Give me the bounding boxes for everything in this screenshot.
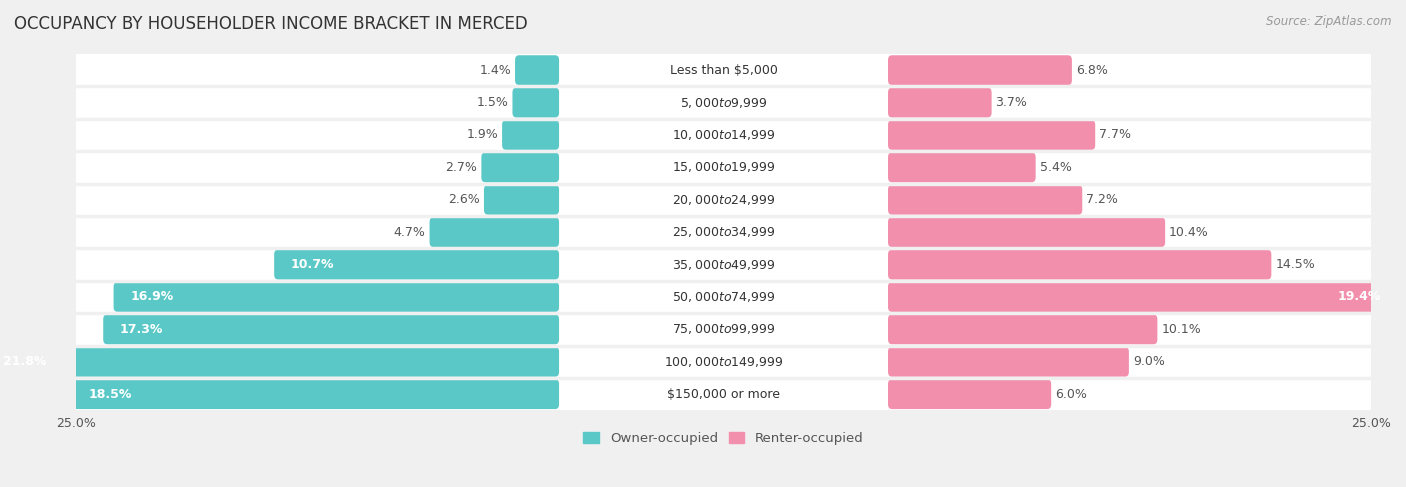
Text: 10.7%: 10.7% <box>291 258 335 271</box>
Text: $100,000 to $149,999: $100,000 to $149,999 <box>664 355 783 369</box>
FancyBboxPatch shape <box>515 55 560 85</box>
Text: OCCUPANCY BY HOUSEHOLDER INCOME BRACKET IN MERCED: OCCUPANCY BY HOUSEHOLDER INCOME BRACKET … <box>14 15 527 33</box>
FancyBboxPatch shape <box>76 151 1371 184</box>
FancyBboxPatch shape <box>889 347 1129 376</box>
Text: 1.5%: 1.5% <box>477 96 509 109</box>
FancyBboxPatch shape <box>889 315 1157 344</box>
Text: Source: ZipAtlas.com: Source: ZipAtlas.com <box>1267 15 1392 28</box>
FancyBboxPatch shape <box>76 346 1371 378</box>
FancyBboxPatch shape <box>76 54 1371 86</box>
FancyBboxPatch shape <box>484 185 560 215</box>
FancyBboxPatch shape <box>481 152 560 182</box>
FancyBboxPatch shape <box>889 152 1036 182</box>
FancyBboxPatch shape <box>114 282 560 312</box>
Text: 9.0%: 9.0% <box>1133 356 1164 368</box>
Text: $15,000 to $19,999: $15,000 to $19,999 <box>672 160 775 174</box>
Text: 10.4%: 10.4% <box>1168 225 1209 239</box>
FancyBboxPatch shape <box>889 120 1095 150</box>
Text: 21.8%: 21.8% <box>3 356 46 368</box>
Text: 2.7%: 2.7% <box>446 161 478 174</box>
FancyBboxPatch shape <box>889 217 1166 247</box>
FancyBboxPatch shape <box>76 216 1371 248</box>
Text: $150,000 or more: $150,000 or more <box>666 388 780 401</box>
FancyBboxPatch shape <box>0 347 560 376</box>
FancyBboxPatch shape <box>274 250 560 280</box>
FancyBboxPatch shape <box>889 185 1083 215</box>
FancyBboxPatch shape <box>512 88 560 117</box>
Text: $35,000 to $49,999: $35,000 to $49,999 <box>672 258 775 272</box>
Text: 6.8%: 6.8% <box>1076 64 1108 76</box>
FancyBboxPatch shape <box>76 86 1371 119</box>
Text: 18.5%: 18.5% <box>89 388 132 401</box>
Text: $50,000 to $74,999: $50,000 to $74,999 <box>672 290 775 304</box>
Text: 1.9%: 1.9% <box>467 129 498 141</box>
Text: 4.7%: 4.7% <box>394 225 426 239</box>
Text: $25,000 to $34,999: $25,000 to $34,999 <box>672 225 775 239</box>
FancyBboxPatch shape <box>72 379 560 409</box>
FancyBboxPatch shape <box>76 184 1371 216</box>
FancyBboxPatch shape <box>889 250 1271 280</box>
Text: 5.4%: 5.4% <box>1039 161 1071 174</box>
Text: $75,000 to $99,999: $75,000 to $99,999 <box>672 322 775 337</box>
FancyBboxPatch shape <box>502 120 560 150</box>
FancyBboxPatch shape <box>889 379 1052 409</box>
Text: 10.1%: 10.1% <box>1161 323 1201 336</box>
Text: 3.7%: 3.7% <box>995 96 1028 109</box>
FancyBboxPatch shape <box>889 88 991 117</box>
Text: $10,000 to $14,999: $10,000 to $14,999 <box>672 128 775 142</box>
FancyBboxPatch shape <box>889 55 1071 85</box>
Text: 1.4%: 1.4% <box>479 64 512 76</box>
FancyBboxPatch shape <box>76 378 1371 411</box>
FancyBboxPatch shape <box>430 217 560 247</box>
Text: 7.2%: 7.2% <box>1087 193 1118 206</box>
FancyBboxPatch shape <box>889 282 1398 312</box>
Text: 16.9%: 16.9% <box>131 290 174 303</box>
Text: 19.4%: 19.4% <box>1339 290 1382 303</box>
FancyBboxPatch shape <box>76 281 1371 313</box>
FancyBboxPatch shape <box>76 313 1371 346</box>
FancyBboxPatch shape <box>76 119 1371 151</box>
Legend: Owner-occupied, Renter-occupied: Owner-occupied, Renter-occupied <box>578 427 869 450</box>
Text: 2.6%: 2.6% <box>449 193 479 206</box>
Text: $20,000 to $24,999: $20,000 to $24,999 <box>672 193 775 207</box>
Text: 17.3%: 17.3% <box>120 323 163 336</box>
Text: 14.5%: 14.5% <box>1275 258 1315 271</box>
Text: Less than $5,000: Less than $5,000 <box>669 64 778 76</box>
Text: 6.0%: 6.0% <box>1054 388 1087 401</box>
Text: 7.7%: 7.7% <box>1099 129 1130 141</box>
Text: $5,000 to $9,999: $5,000 to $9,999 <box>679 95 768 110</box>
FancyBboxPatch shape <box>103 315 560 344</box>
FancyBboxPatch shape <box>76 248 1371 281</box>
